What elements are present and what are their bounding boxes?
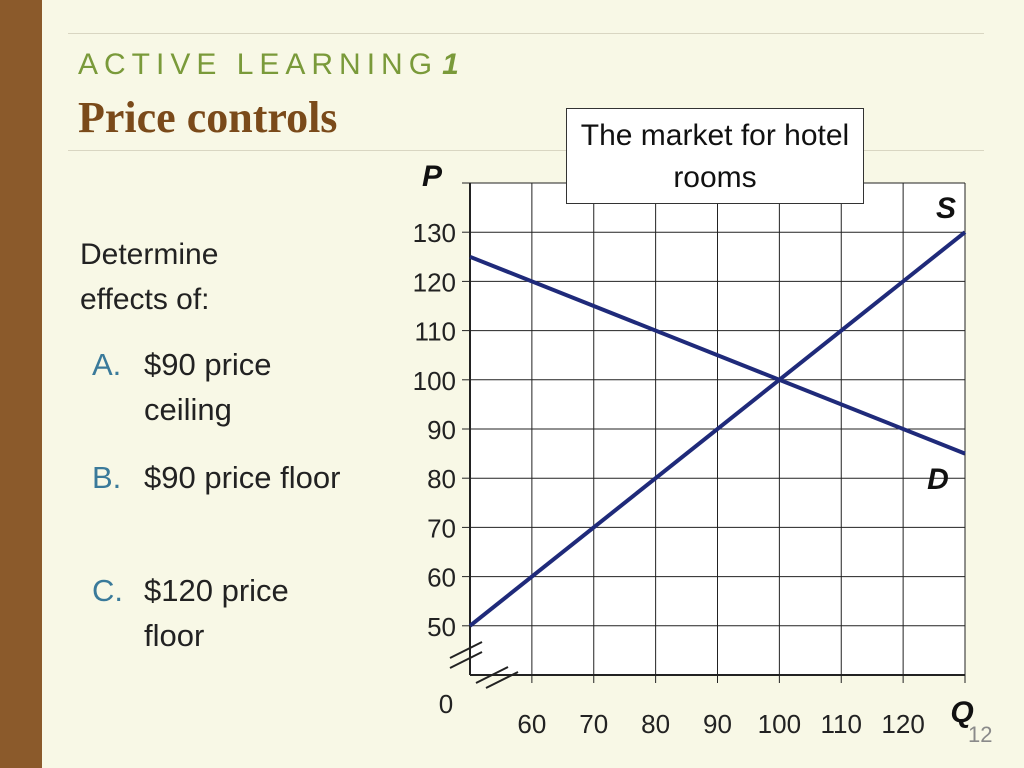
x-tick-label: 80 [641, 709, 670, 739]
x-tick-label: 110 [821, 709, 862, 739]
x-tick-label: 70 [579, 709, 608, 739]
item-letter: B. [92, 460, 122, 495]
item-letter: A. [92, 347, 122, 382]
y-tick-label: 130 [413, 218, 456, 248]
top-divider [68, 33, 984, 34]
title-divider [68, 150, 984, 151]
y-tick-label: 50 [427, 612, 456, 642]
item-text: $90 price ceiling [144, 347, 272, 427]
y-tick-label: 90 [427, 415, 456, 445]
slide-title: Price controls [78, 93, 338, 142]
y-tick-label: 70 [427, 513, 456, 543]
x-axis-label: Q [950, 696, 973, 729]
item-text: $120 price floor [144, 573, 289, 653]
y-tick-label: 80 [427, 464, 456, 494]
y-tick-label: 100 [413, 366, 456, 396]
x-tick-label: 60 [517, 709, 546, 739]
series-line-s [468, 230, 967, 628]
slide-eyebrow: ACTIVE LEARNING 1 [78, 48, 459, 82]
origin-label: 0 [439, 689, 453, 719]
slide-sidebar-bar [0, 0, 42, 768]
y-axis-break-mark [449, 651, 483, 669]
series-label-d: D [927, 463, 949, 496]
eyebrow-number: 1 [442, 48, 459, 81]
series-label-s: S [936, 192, 956, 225]
x-tick-label: 120 [881, 709, 924, 739]
x-axis-break-mark [485, 671, 519, 689]
y-axis-break-mark [449, 641, 483, 659]
chart-title-callout: The market for hotel rooms [566, 108, 864, 204]
x-axis-break-mark [475, 666, 509, 684]
item-letter: C. [92, 573, 123, 608]
y-tick-label: 60 [427, 563, 456, 593]
y-axis-label: P [422, 160, 443, 193]
page-number: 12 [968, 722, 993, 747]
y-tick-label: 120 [413, 267, 456, 297]
eyebrow-text: ACTIVE LEARNING [78, 48, 439, 81]
item-text: $90 price floor [144, 460, 341, 495]
y-tick-label: 110 [415, 317, 456, 347]
series-line-d [469, 254, 966, 456]
x-tick-label: 100 [758, 709, 801, 739]
intro-text: Determine effects of: [80, 238, 219, 316]
x-tick-label: 90 [703, 709, 732, 739]
